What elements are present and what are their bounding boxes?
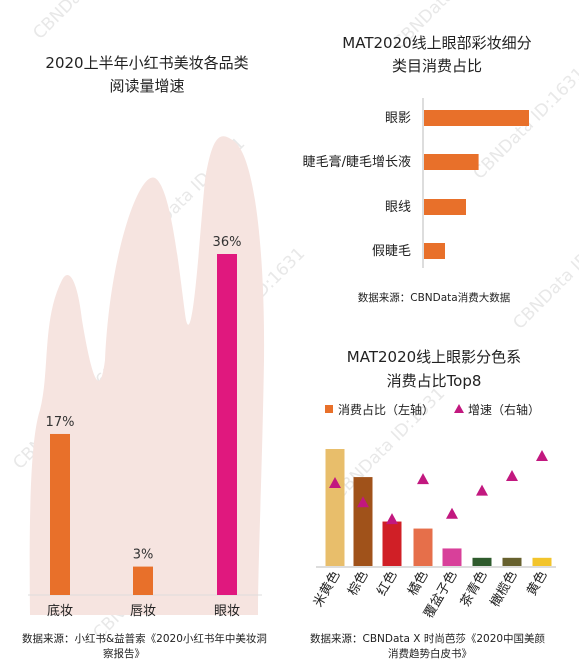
bar [472,557,492,566]
data-label: 36% [213,235,242,250]
growth-marker [446,507,458,519]
chart-2: MAT2020线上眼部彩妆细分 类目消费占比 眼影睫毛膏/睫毛增长液眼线假睫毛 … [303,34,532,304]
bar [424,243,445,259]
growth-marker [386,513,398,525]
bar [353,477,373,566]
category-label: 红色 [374,568,401,599]
bar [502,557,522,566]
data-label: 17% [46,415,75,430]
category-label: 眼妆 [214,604,240,619]
legend-bar-label: 消费占比（左轴） [338,402,434,417]
mountain-shape [29,136,265,615]
watermark-text: CBNData ID:1631 [509,214,579,334]
bar [50,433,70,595]
bar [325,449,345,566]
chart-3-title-line-2: 消费占比Top8 [387,372,482,390]
category-label: 唇妆 [130,604,156,619]
chart-2-source: 数据来源：CBNData消费大数据 [358,291,511,304]
chart-1-title-line-1: 2020上半年小红书美妆各品类 [45,54,248,72]
chart-3-title-line-1: MAT2020线上眼影分色系 [347,348,521,366]
chart-1-source-line-1: 数据来源：小红书&益普索《2020小红书年中美妆洞 [22,632,267,645]
chart-1-source-line-2: 察报告》 [103,647,145,660]
category-label: 睫毛膏/睫毛增长液 [303,154,411,170]
bar [442,548,462,566]
chart-3-source-line-1: 数据来源：CBNData X 时尚芭莎《2020中国美颜 [310,632,546,645]
watermark-text: CBNData ID:1631 [329,384,449,504]
category-label: 茶青色 [457,568,490,610]
legend-bar-swatch [325,405,333,413]
growth-marker [506,470,518,482]
bar [424,110,529,126]
data-label: 3% [133,548,154,563]
growth-marker [329,476,341,488]
bar [133,566,153,595]
growth-marker [357,496,369,508]
legend-marker-label: 增速（右轴） [468,402,540,417]
chart-1-title-line-2: 阅读量增速 [109,77,184,95]
chart-2-title-line-1: MAT2020线上眼部彩妆细分 [342,34,531,52]
category-label: 棕色 [345,568,372,599]
category-label: 眼影 [385,111,411,126]
bar [217,254,237,595]
bar [413,528,433,566]
chart-2-title-line-2: 类目消费占比 [392,57,482,75]
category-label: 黄色 [524,568,551,599]
category-label: 眼线 [385,200,411,215]
category-label: 假睫毛 [372,244,411,259]
growth-marker [476,484,488,496]
bar [382,521,402,566]
growth-marker [536,450,548,461]
legend-triangle-icon [454,404,464,413]
growth-marker [417,473,429,485]
category-label: 米黄色 [310,568,343,610]
watermark-text: CBNData ID:1631 [29,0,149,44]
category-label: 底妆 [47,603,73,619]
bar [532,557,552,566]
category-label: 橘色 [405,568,432,599]
bar [424,154,479,170]
chart-3-source-line-2: 消费趋势白皮书》 [388,647,472,660]
chart-1: 2020上半年小红书美妆各品类 阅读量增速 17% 底妆 3% 唇妆 36% 眼妆 数据来… [22,54,267,660]
bar [424,199,466,215]
category-label: 橄榄色 [487,568,520,610]
